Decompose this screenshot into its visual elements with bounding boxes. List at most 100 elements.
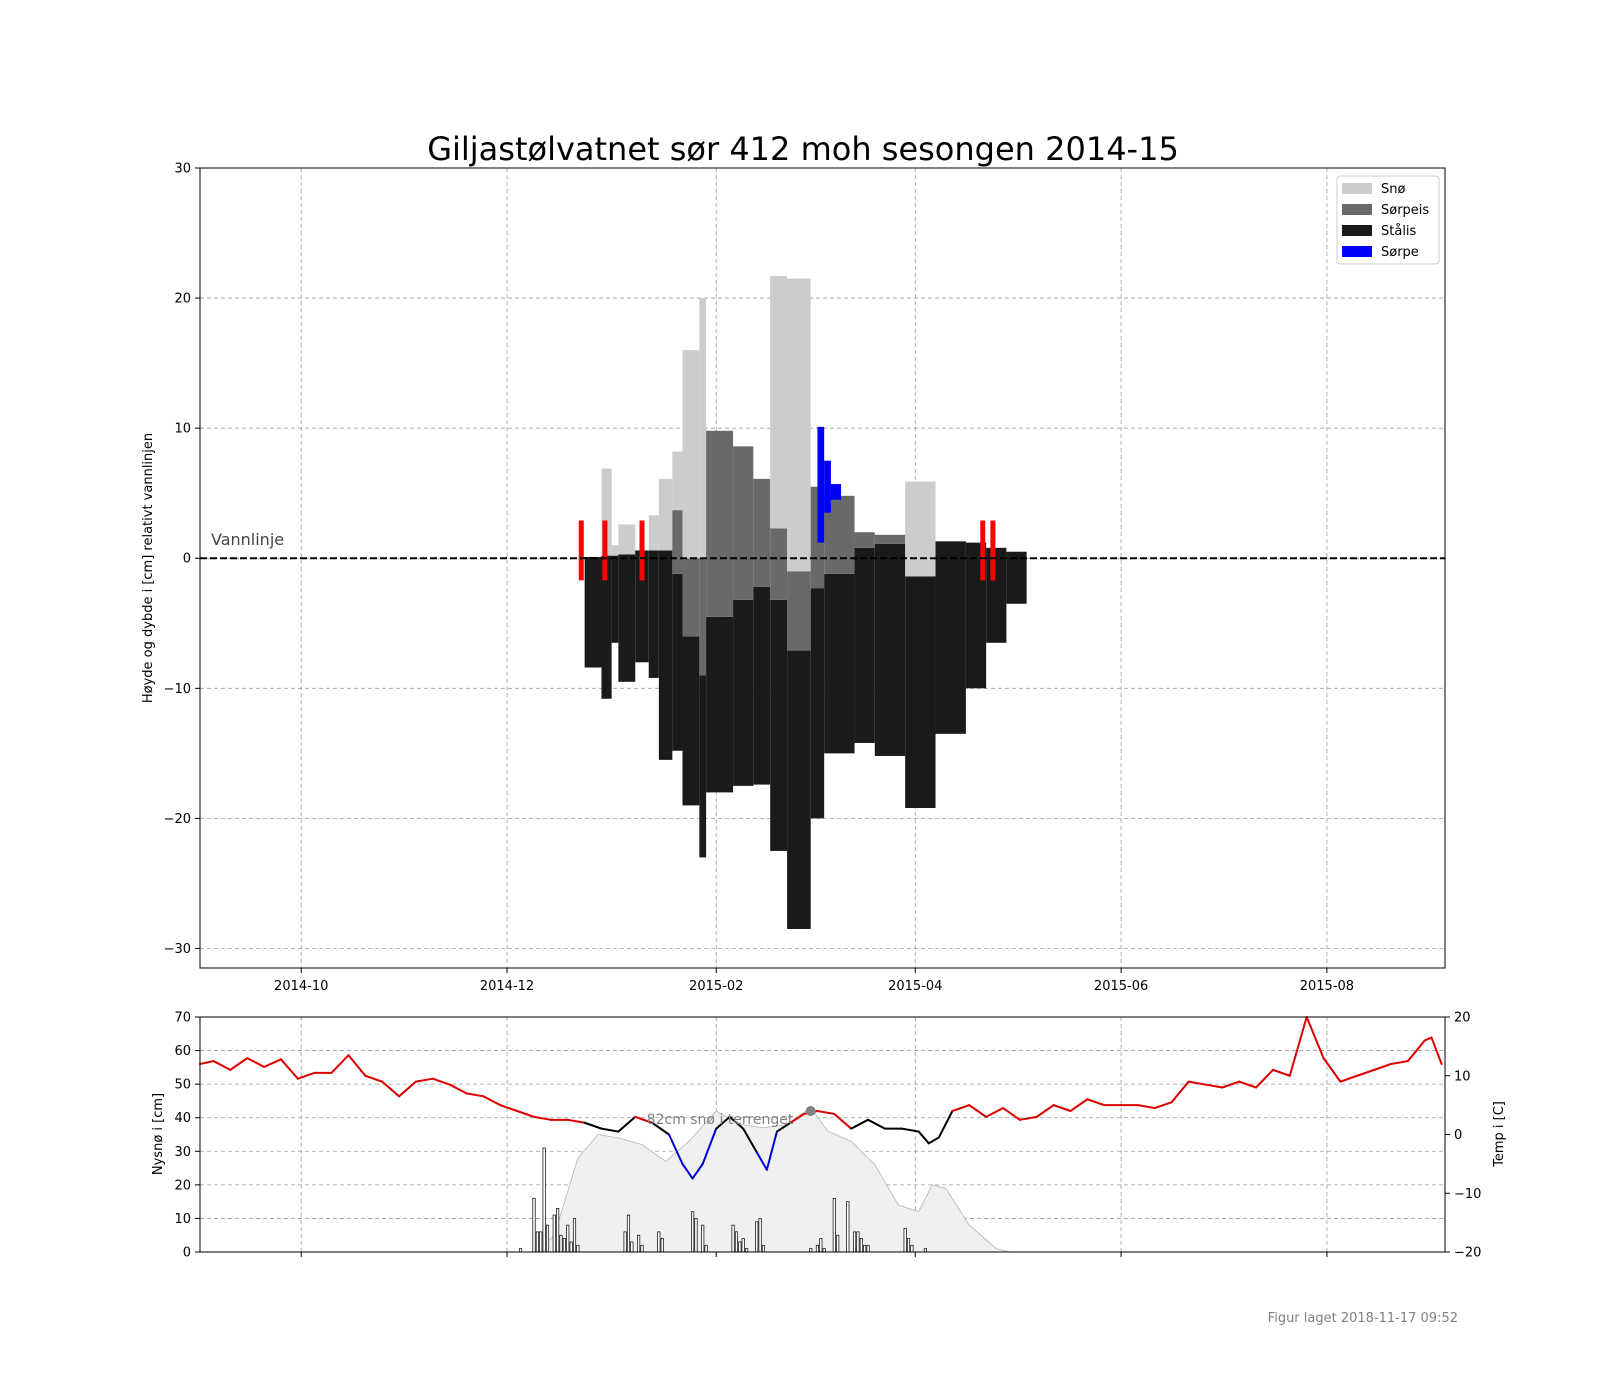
terrain-snow-annotation: 82cm snø i terrenget	[647, 1112, 794, 1128]
stalis-bar	[618, 554, 636, 682]
temperature-segment	[1305, 1016, 1325, 1060]
temperature-segment	[691, 1162, 704, 1180]
chart-title: Giljastølvatnet sør 412 moh sesongen 201…	[427, 130, 1179, 168]
new-snow-bar	[545, 1224, 550, 1253]
sub-y2tick-label: 0	[1454, 1128, 1462, 1143]
new-snow-bar	[731, 1224, 735, 1253]
temperature-segment	[1271, 1068, 1291, 1077]
sorpeis-bar	[854, 532, 875, 548]
temperature-segment	[900, 1127, 920, 1133]
sub-y2tick-label: 20	[1454, 1011, 1471, 1026]
temperature-segment	[937, 1110, 954, 1139]
temperature-segment	[1238, 1080, 1258, 1089]
sorpeis-bar	[874, 534, 906, 544]
weather-subplot: 0 10 20 30 40 50 60 70 −20 −10 0 10 20 82cm snø i te…	[151, 1011, 1507, 1261]
temperature-segment	[398, 1080, 417, 1098]
new-snow-bar	[734, 1231, 739, 1253]
temperature-segment	[246, 1057, 266, 1068]
temperature-segment	[850, 1118, 870, 1130]
temperature-segment	[1002, 1107, 1021, 1121]
new-snow-bar	[822, 1248, 826, 1253]
stalis-bar	[874, 543, 906, 756]
new-snow-bar	[859, 1238, 863, 1253]
temperature-segment	[330, 1054, 350, 1074]
stalis-bar	[770, 599, 788, 851]
stalis-bar	[611, 555, 619, 643]
new-snow-bar	[819, 1238, 823, 1253]
temperature-segment	[1339, 1074, 1359, 1083]
temperature-segment	[681, 1162, 694, 1180]
main-xtick-label: 2015-08	[1300, 979, 1354, 994]
temperature-segment	[775, 1121, 792, 1133]
temperature-segment	[816, 1110, 836, 1115]
temperature-segment	[667, 1133, 684, 1165]
temperature-segment	[414, 1077, 434, 1083]
temperature-segment	[968, 1104, 988, 1118]
temperature-segment	[482, 1095, 502, 1107]
temperature-segment	[1430, 1036, 1443, 1065]
temperature-segment	[600, 1127, 620, 1133]
legend-label-sno: Snø	[1381, 182, 1405, 197]
new-snow-bar	[556, 1208, 560, 1253]
stalis-bar	[753, 586, 771, 785]
new-snow-bar	[640, 1244, 644, 1253]
legend-label-sorpeis: Sørpeis	[1381, 203, 1429, 218]
legend-label-stalis: Stålis	[1381, 224, 1417, 239]
stalis-bar	[935, 541, 966, 734]
sorpeis-bar	[787, 571, 811, 651]
new-snow-bar	[863, 1244, 867, 1253]
sno-bar	[905, 481, 936, 577]
main-ytick-label: 0	[183, 552, 191, 567]
temperature-segment	[465, 1092, 485, 1098]
temperature-segment	[1373, 1063, 1393, 1071]
temperature-segment	[347, 1054, 367, 1077]
main-ytick-label: 10	[174, 422, 191, 437]
new-snow-bar	[691, 1211, 695, 1253]
temperature-segment	[765, 1130, 778, 1171]
temperature-segment	[1018, 1115, 1038, 1121]
stalis-bar	[658, 550, 673, 760]
main-xtick-label: 2014-12	[480, 979, 534, 994]
new-snow-bar	[637, 1234, 641, 1253]
stalis-bar	[986, 547, 1007, 643]
temperature-segment	[755, 1151, 768, 1171]
new-snow-bar	[559, 1234, 563, 1253]
new-snow-bar	[562, 1238, 566, 1253]
temperature-segment	[229, 1057, 249, 1071]
terrain-snow-point	[805, 1106, 816, 1116]
new-snow-bar	[832, 1197, 836, 1253]
new-snow-bar	[741, 1238, 745, 1253]
legend-swatch-stalis	[1342, 225, 1372, 236]
new-snow-bar	[903, 1228, 907, 1253]
temperature-segment	[1170, 1080, 1190, 1104]
temperature-segment	[1153, 1101, 1173, 1110]
new-snow-bar	[910, 1244, 914, 1253]
sub-ytick-label: 70	[174, 1011, 191, 1026]
new-snow-bar	[836, 1234, 840, 1253]
temperature-segment	[701, 1127, 718, 1165]
sno-bar	[611, 545, 619, 556]
sno-bar	[658, 478, 673, 551]
sorpeis-bar	[699, 558, 707, 676]
temperature-segment	[199, 1060, 215, 1065]
new-snow-bar	[704, 1244, 708, 1253]
sorpeis-bar	[733, 446, 754, 600]
temperature-segment	[1069, 1098, 1089, 1112]
new-snow-bar	[660, 1238, 664, 1253]
temperature-segment	[583, 1121, 603, 1130]
temperature-segment	[1390, 1060, 1409, 1065]
sno-bar	[682, 350, 700, 559]
sub-ytick-label: 20	[174, 1178, 191, 1193]
sorpeis-bar	[770, 528, 788, 600]
sno-bar	[699, 298, 707, 559]
stalis-bar	[905, 543, 936, 808]
new-snow-bar	[815, 1244, 819, 1253]
sorpeis-bar	[706, 430, 734, 617]
sorpeis-bar	[753, 478, 771, 587]
sno-bar	[618, 524, 636, 555]
new-snow-bar	[657, 1231, 661, 1253]
sorpeis-bar	[682, 558, 700, 637]
main-axis-ticks: −30 −20 −10 0 10 20 30 2014-10 2014-12 2015-02 201…	[164, 162, 1355, 995]
red-marker	[990, 520, 996, 581]
legend-swatch-sorpe	[1342, 246, 1372, 257]
